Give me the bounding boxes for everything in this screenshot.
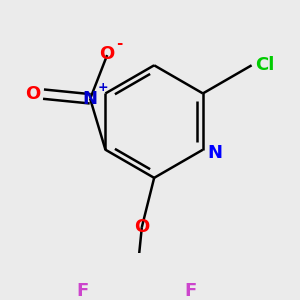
Text: O: O — [134, 218, 149, 236]
Text: Cl: Cl — [255, 56, 274, 74]
Text: F: F — [76, 282, 89, 300]
Text: +: + — [97, 81, 108, 94]
Text: N: N — [83, 90, 98, 108]
Text: O: O — [25, 85, 40, 103]
Text: O: O — [100, 44, 115, 62]
Text: N: N — [208, 144, 223, 162]
Text: -: - — [116, 36, 123, 51]
Text: F: F — [185, 282, 197, 300]
